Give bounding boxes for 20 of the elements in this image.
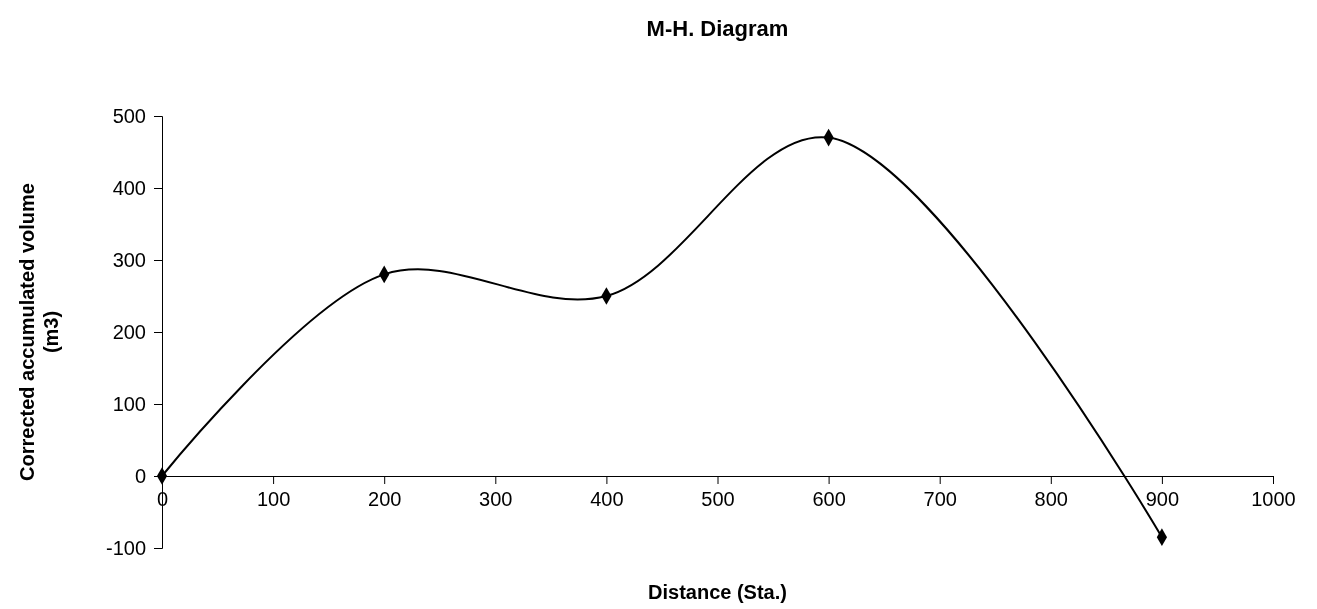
chart-title: M-H. Diagram [646,16,789,41]
y-tick-label: 300 [112,248,146,271]
x-tick-label: 900 [1145,488,1180,511]
y-tick-label: 0 [134,464,146,487]
x-tick-label: 100 [256,488,291,511]
x-tick-label: 200 [368,488,402,511]
x-tick-label: 600 [812,488,846,511]
y-tick-label: 400 [112,176,146,199]
x-tick-label: 1000 [1251,488,1296,511]
x-tick-label: 700 [923,488,957,511]
y-tick-label: 500 [112,104,146,127]
x-axis-title: Distance (Sta.) [648,581,787,603]
x-tick-label: 300 [479,488,513,511]
y-tick-label: 100 [112,392,146,415]
x-tick-label: 800 [1034,488,1068,511]
y-axis-title: Corrected accumulated volume (m3) [16,183,62,481]
x-tick-label: 500 [701,488,735,511]
y-tick-label: 200 [112,320,146,343]
x-tick-label: 400 [590,488,624,511]
y-tick-label: -100 [105,536,146,559]
